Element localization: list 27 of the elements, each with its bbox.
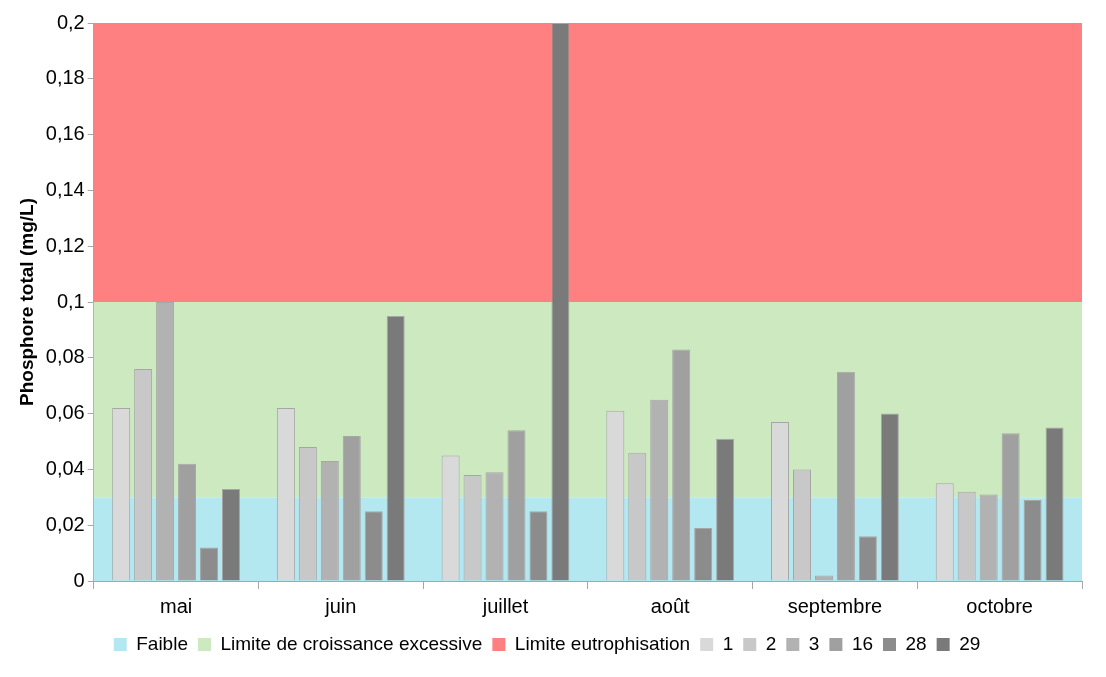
x-tick-label: mai [159,594,193,617]
y-tick-label: 0,16 [45,122,85,145]
y-tick-label: 0,08 [45,345,85,368]
legend-label: Limite eutrophisation [514,632,691,654]
y-tick-label: 0,18 [45,66,85,89]
y-tick-label: 0 [73,568,85,591]
legend-label: 29 [959,632,981,654]
y-tick-label: 0,06 [45,401,85,424]
y-tick-label: 0,2 [56,10,85,33]
y-tick-label: 0,02 [45,512,85,535]
legend-label: Limite de croissance excessive [220,632,483,654]
y-tick-label: 0,04 [45,456,85,479]
legend-label: 1 [722,632,734,654]
x-tick-label: juin [324,594,357,617]
x-tick-label: août [650,594,691,617]
y-axis-title: Phosphore total (mg/L) [15,198,37,406]
legend-label: 2 [765,632,777,654]
legend-label: Faible [136,632,188,654]
y-tick-label: 0,12 [45,233,85,256]
legend-label: 28 [905,632,927,654]
y-tick-label: 0,14 [45,177,85,200]
x-tick-label: juillet [481,594,529,617]
x-tick-label: septembre [787,594,883,617]
legend-label: 16 [851,632,874,654]
legend-label: 3 [808,632,820,654]
x-tick-label: octobre [966,594,1033,617]
y-tick-label: 0,1 [56,289,85,312]
